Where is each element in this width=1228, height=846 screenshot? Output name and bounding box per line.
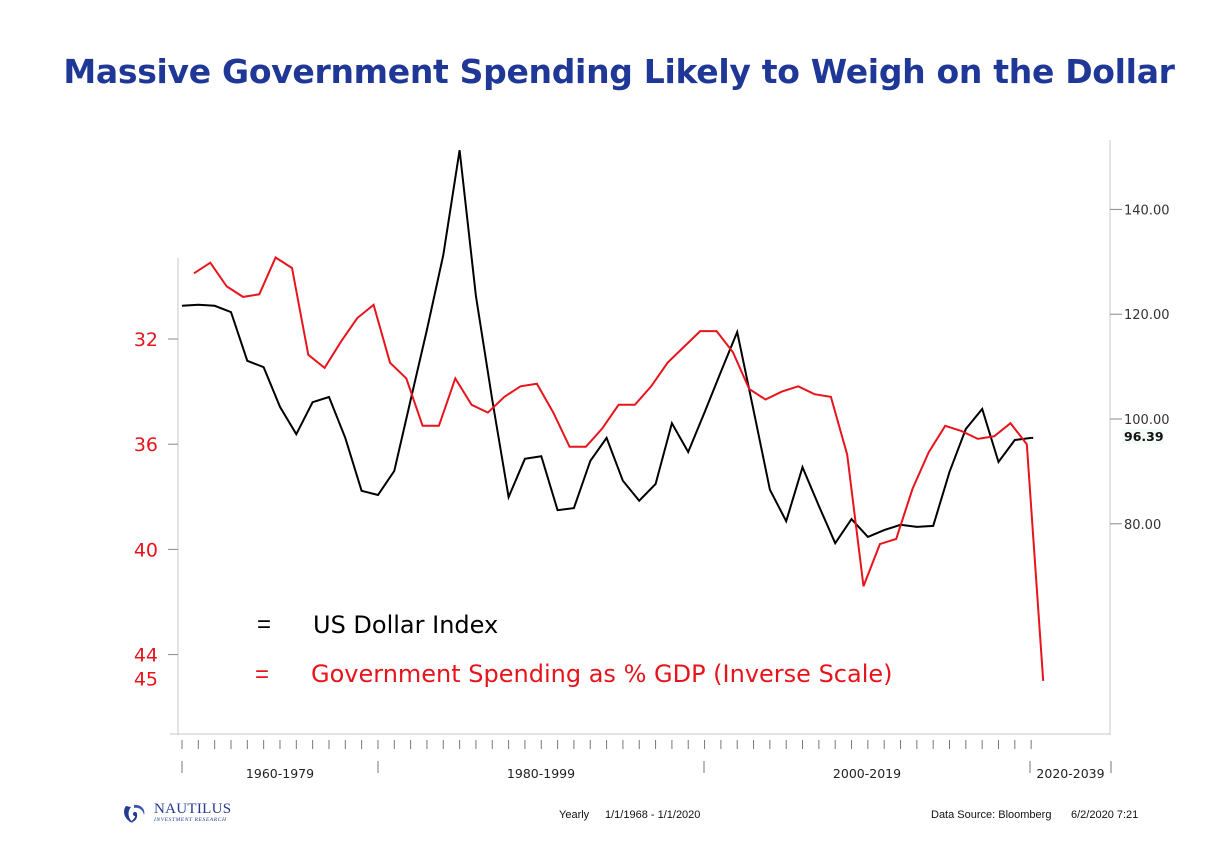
x-axis-ticks bbox=[181, 740, 1032, 749]
legend-label-spending: Government Spending as % GDP (Inverse Sc… bbox=[311, 660, 893, 688]
right-tick-label: 140.00 bbox=[1124, 203, 1170, 218]
legend: = US Dollar Index = Government Spending … bbox=[255, 611, 893, 688]
left-tick-label: 44 bbox=[134, 645, 158, 667]
period-label: 2020-2039 bbox=[1036, 766, 1104, 781]
footer-timestamp: 6/2/2020 7:21 bbox=[1071, 809, 1139, 821]
legend-symbol-usd: = bbox=[257, 611, 271, 638]
last-value-bg bbox=[1122, 429, 1164, 444]
spending-line bbox=[193, 256, 1045, 681]
right-tick-label: 100.00 bbox=[1124, 413, 1170, 428]
footer-frequency: Yearly bbox=[559, 809, 590, 821]
logo-name: NAUTILUS bbox=[154, 801, 232, 817]
legend-symbol-spending: = bbox=[255, 661, 269, 688]
footer-source: Data Source: Bloomberg bbox=[931, 809, 1052, 821]
period-label: 2000-2019 bbox=[833, 766, 901, 781]
period-label: 1960-1979 bbox=[246, 766, 314, 781]
left-tick-label: 40 bbox=[134, 539, 158, 561]
footer-date-range: 1/1/1968 - 1/1/2020 bbox=[605, 809, 701, 821]
logo-tagline: INVESTMENT RESEARCH bbox=[154, 817, 227, 823]
last-value-label: 96.39 bbox=[1124, 429, 1164, 444]
left-tick-label: 45 bbox=[134, 669, 158, 691]
swirl-logo-icon bbox=[124, 804, 145, 823]
left-tick-label: 36 bbox=[134, 434, 158, 456]
right-tick-label: 80.00 bbox=[1124, 518, 1161, 533]
usd-index-line bbox=[181, 150, 1032, 546]
right-tick-label: 120.00 bbox=[1124, 308, 1170, 323]
series-group bbox=[181, 150, 1045, 681]
legend-label-usd: US Dollar Index bbox=[313, 611, 498, 639]
chart-title: Massive Government Spending Likely to We… bbox=[63, 52, 1175, 91]
right-axis-ticks: 80.00 100.00 120.00 140.00 bbox=[1110, 203, 1170, 533]
left-tick-label: 32 bbox=[134, 329, 158, 351]
period-label: 1980-1999 bbox=[507, 766, 575, 781]
x-period-labels: 1960-1979 1980-1999 2000-2019 2020-2039 bbox=[181, 761, 1112, 781]
